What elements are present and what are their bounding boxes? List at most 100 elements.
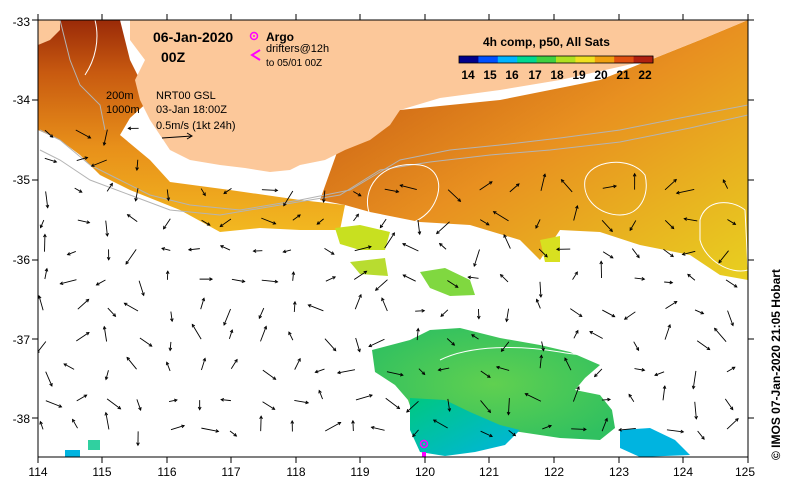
current-arrow (415, 308, 426, 313)
isobath-200m-line (39, 104, 748, 211)
current-arrow (601, 220, 613, 233)
map-frame (37, 19, 749, 458)
current-arrow (45, 191, 50, 209)
current-arrow (694, 309, 705, 315)
current-arrow (471, 334, 479, 340)
current-arrow (681, 250, 696, 256)
current-arrow (139, 337, 153, 347)
map-date: 06-Jan-2020 (153, 29, 233, 45)
current-arrow (252, 249, 263, 253)
current-arrow (718, 250, 729, 264)
current-arrow (696, 340, 711, 351)
colorbar-segment (497, 56, 518, 63)
current-arrow (219, 218, 232, 228)
sst-field-west (38, 20, 345, 232)
current-arrow (76, 394, 88, 402)
colorbar-title: 4h comp, p50, All Sats (483, 35, 610, 49)
current-arrow (260, 325, 268, 342)
current-arrow (43, 233, 47, 252)
current-arrow (105, 220, 109, 237)
current-arrow (602, 184, 618, 189)
current-arrow (634, 277, 646, 281)
current-arrow (292, 300, 297, 312)
colorbar-tick-label: 15 (483, 68, 497, 82)
current-arrow (229, 430, 238, 437)
sst-cyan-patch (410, 398, 520, 456)
x-tick-label: 121 (479, 465, 499, 479)
current-arrow (261, 279, 279, 284)
current-arrow (602, 309, 616, 318)
current-arrow (687, 273, 696, 281)
current-arrow (200, 188, 206, 197)
current-arrow (165, 270, 170, 280)
current-arrow (628, 393, 635, 402)
current-arrow (197, 400, 202, 411)
colorbar-segment (517, 56, 538, 63)
current-arrow (45, 371, 53, 387)
current-arrow (262, 401, 276, 410)
current-arrow (438, 242, 447, 250)
sst-contour (366, 163, 440, 227)
current-arrow (191, 323, 202, 340)
colorbar-tick-label: 19 (572, 68, 586, 82)
current-arrow (307, 304, 324, 312)
current-arrow (294, 399, 310, 405)
current-arrow (77, 298, 90, 310)
current-arrow (381, 297, 388, 312)
argo-legend-icon (249, 31, 259, 41)
current-arrow (727, 310, 734, 327)
current-arrow (447, 189, 462, 202)
current-arrow (724, 398, 734, 411)
current-scale-label: 0.5m/s (1kt 24h) (156, 120, 235, 132)
current-arrow (318, 389, 323, 400)
current-arrow (447, 280, 459, 288)
current-arrow (539, 354, 544, 369)
current-arrow (355, 394, 373, 401)
current-arrow (283, 190, 294, 207)
x-tick-label: 124 (673, 465, 693, 479)
current-arrow (314, 368, 325, 374)
x-axis-labels: 114 115 116 117 118 119 120 121 122 123 … (28, 465, 755, 479)
current-arrow (440, 309, 449, 317)
current-arrow (76, 156, 89, 162)
current-arrow (725, 279, 738, 288)
current-arrow (664, 178, 677, 191)
current-arrow (542, 424, 553, 430)
scale-arrow-icon (161, 132, 193, 140)
current-arrow (200, 297, 206, 310)
current-arrow (259, 415, 263, 432)
x-tick-label: 122 (544, 465, 564, 479)
current-arrow (72, 418, 78, 429)
current-arrow (480, 400, 492, 414)
current-arrow (354, 245, 372, 252)
current-arrow (374, 279, 388, 291)
current-arrow (675, 189, 695, 195)
drifters-range: to 05/01 00Z (266, 58, 322, 69)
colorbar-tick-label: 22 (638, 68, 652, 82)
current-arrow (385, 397, 401, 410)
land-cape (38, 20, 60, 45)
current-arrow (292, 214, 301, 221)
current-arrow (467, 275, 479, 280)
colorbar-segment (614, 56, 635, 63)
current-arrow (618, 427, 636, 432)
current-arrow (102, 129, 108, 147)
current-arrow (499, 273, 509, 283)
y-tick-label: -36 (13, 253, 31, 267)
current-arrow (402, 274, 416, 282)
current-arrow (230, 358, 238, 369)
current-arrow (694, 401, 698, 420)
current-arrow (572, 385, 580, 402)
current-arrow (261, 217, 277, 225)
current-arrow (632, 172, 637, 190)
sst-contour (699, 202, 748, 272)
current-arrow (135, 159, 139, 172)
current-arrow (282, 249, 292, 254)
colorbar-tick-label: 17 (528, 68, 542, 82)
current-arrow (500, 341, 510, 352)
current-arrow (325, 276, 337, 282)
current-arrow (324, 338, 337, 352)
current-arrow (633, 341, 640, 352)
argo-float-marker (419, 439, 429, 457)
current-arrow (201, 219, 211, 226)
